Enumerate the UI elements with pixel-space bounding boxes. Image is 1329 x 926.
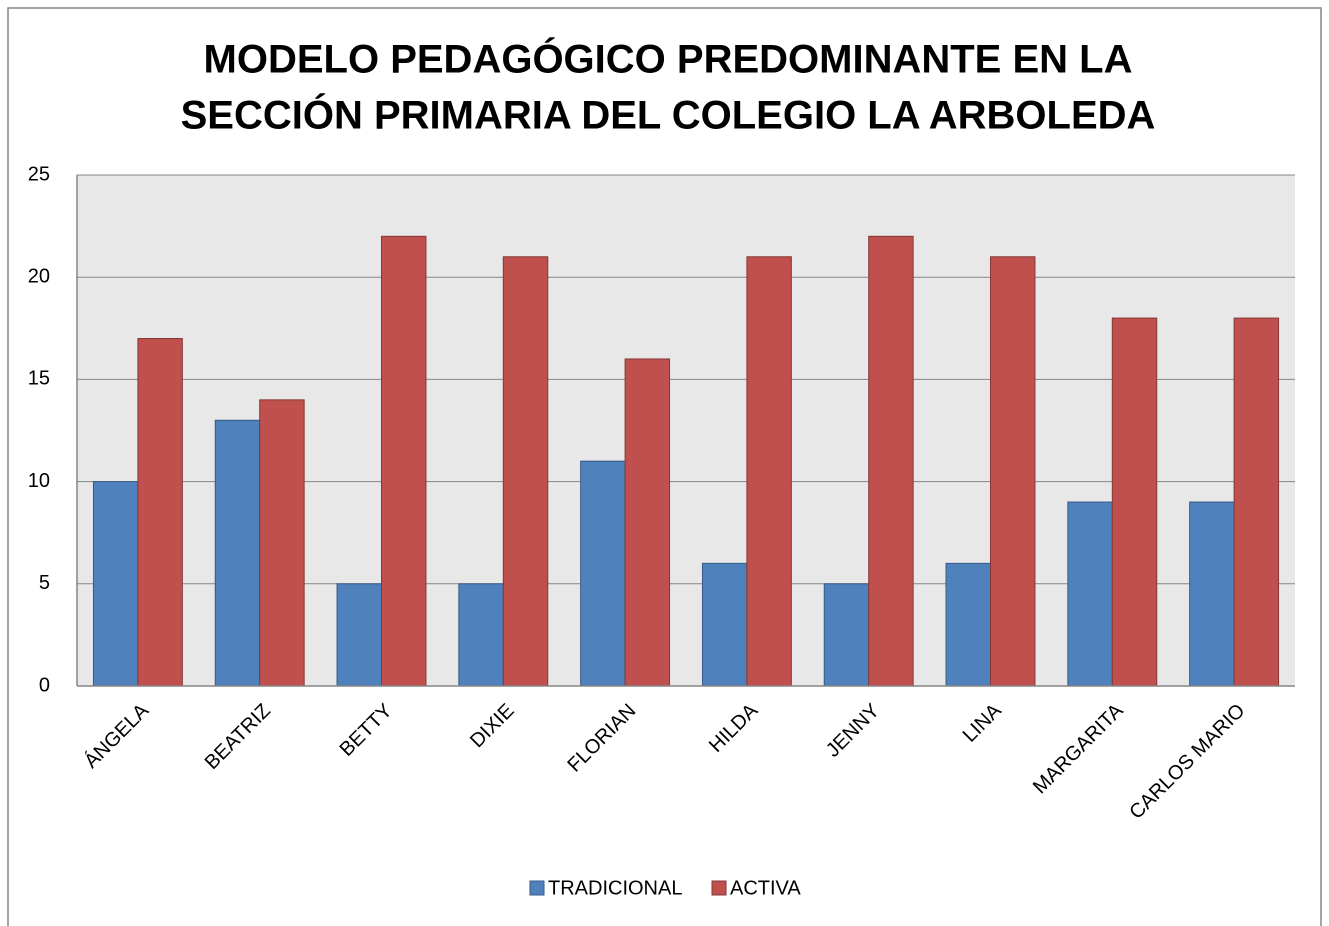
bar	[1233, 317, 1280, 687]
bar	[214, 419, 261, 687]
legend-label: ACTIVA	[730, 877, 801, 899]
bar	[92, 481, 139, 687]
bar	[746, 256, 792, 687]
y-tick-label: 0	[39, 674, 50, 696]
bar	[259, 399, 305, 687]
bar	[1189, 501, 1235, 687]
legend-swatch	[711, 880, 727, 896]
chart-title: SECCIÓN PRIMARIA DEL COLEGIO LA ARBOLEDA	[181, 92, 1156, 138]
y-tick-label: 25	[28, 163, 50, 185]
y-tick-label: 15	[28, 368, 50, 390]
legend-swatch	[529, 880, 545, 896]
bar	[580, 460, 626, 687]
legend-label: TRADICIONAL	[548, 877, 682, 899]
bar	[502, 256, 549, 687]
bar	[1067, 501, 1113, 687]
bar	[336, 583, 382, 687]
bar	[458, 583, 504, 687]
y-tick-label: 5	[39, 572, 50, 594]
bar	[868, 235, 914, 687]
bar	[945, 562, 992, 687]
bar	[137, 338, 183, 687]
bar	[990, 256, 1036, 687]
bar	[823, 583, 870, 687]
bar	[701, 562, 748, 687]
bar	[624, 358, 671, 687]
y-tick-label: 20	[28, 265, 50, 287]
bar	[1111, 317, 1158, 687]
bar	[381, 235, 427, 687]
chart-title: MODELO PEDAGÓGICO PREDOMINANTE EN LA	[204, 36, 1133, 82]
y-tick-label: 10	[28, 470, 50, 492]
